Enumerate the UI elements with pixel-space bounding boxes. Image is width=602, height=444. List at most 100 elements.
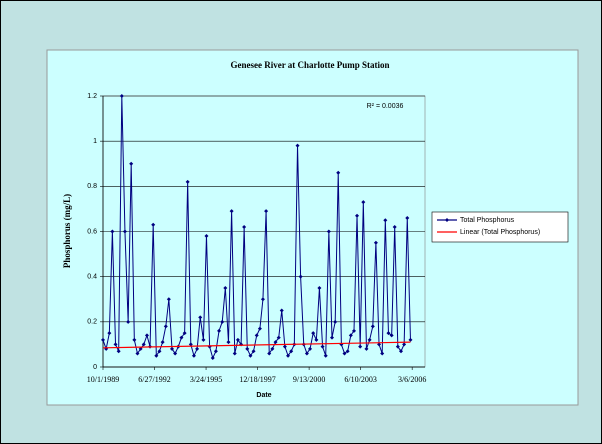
point [311,331,316,336]
point [323,353,328,358]
point [329,335,334,340]
point [342,351,347,356]
point [348,333,353,338]
point [229,209,234,214]
point [386,331,391,336]
point [389,333,394,338]
point [169,346,174,351]
point [358,344,363,349]
point [295,143,300,148]
point [326,229,331,234]
legend-box [431,211,569,243]
point [226,340,231,345]
point [298,274,303,279]
point [373,240,378,245]
point [251,349,256,354]
x-tick-label: 3/24/1995 [190,375,222,384]
point [235,337,240,342]
point [122,229,127,234]
point [377,342,382,347]
point [188,342,193,347]
point [119,94,124,98]
point [402,342,407,347]
point [110,229,115,234]
point [308,346,313,351]
point [260,297,265,302]
x-axis-title: Date [256,392,271,399]
point [204,234,209,239]
point [304,351,309,356]
point [364,346,369,351]
point [210,355,215,360]
x-tick-label: 12/18/1997 [239,375,275,384]
point [129,161,134,166]
point [182,331,187,336]
point [116,349,121,354]
point [154,353,159,358]
chart-title: Genesee River at Charlotte Pump Station [230,60,389,70]
point [107,331,112,336]
point [264,209,269,214]
y-tick-label: 0.4 [87,274,97,281]
point [132,337,137,342]
point [198,315,203,320]
annotation: R² = 0.0036 [367,103,404,110]
point [367,337,372,342]
legend-marker [445,218,449,222]
point [245,346,250,351]
point [151,222,156,227]
point [242,224,247,229]
y-tick-label: 1 [93,138,97,145]
y-tick-label: 0.6 [87,228,97,235]
x-tick-label: 10/1/1989 [87,375,119,384]
point [355,213,360,218]
point [185,179,190,184]
legend-label: Total Phosphorus [460,217,515,224]
point [254,333,259,338]
point [405,215,410,220]
point [126,319,131,324]
point [333,319,338,324]
point [314,337,319,342]
point [317,285,322,290]
point [179,335,184,340]
point [286,353,291,358]
point [166,297,171,302]
x-tick-label: 9/13/2000 [293,375,325,384]
point [270,346,275,351]
point [101,337,105,342]
point [289,349,294,354]
point [370,324,375,329]
point [135,351,140,356]
point [336,170,341,175]
point [160,340,165,345]
point [276,335,281,340]
point [144,333,149,338]
point [213,349,218,354]
point [351,328,356,333]
point [380,351,385,356]
point [267,351,272,356]
x-tick-label: 3/6/2006 [398,375,426,384]
series-line [102,341,411,349]
point [220,319,225,324]
point [345,349,350,354]
y-tick-label: 0.2 [87,319,97,326]
point [163,324,168,329]
point [408,337,413,342]
x-tick-label: 6/10/2003 [344,375,376,384]
point [248,353,253,358]
point [173,351,178,356]
point [320,344,325,349]
point [113,342,118,347]
point [383,218,388,223]
point [279,308,284,313]
point [257,326,262,331]
point [223,285,228,290]
point [392,224,397,229]
x-tick-label: 6/27/1992 [138,375,170,384]
point [191,353,196,358]
point [195,346,200,351]
point [282,344,287,349]
